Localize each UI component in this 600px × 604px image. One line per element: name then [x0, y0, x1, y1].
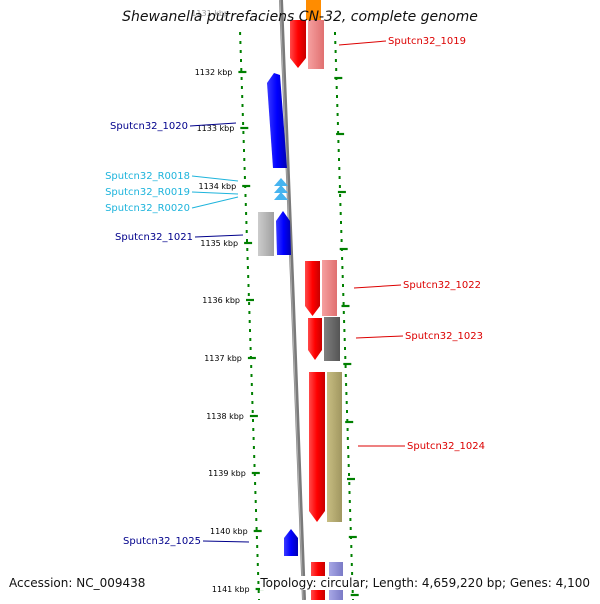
tick-label: 1135 kbp: [200, 239, 238, 248]
leader-lines: [189, 40, 405, 543]
right-gene-labels: Sputcn32_1019 Sputcn32_1022 Sputcn32_102…: [388, 36, 485, 452]
topology-text: Topology: circular; Length: 4,659,220 bp…: [260, 576, 590, 590]
cds-sputcn32-1025[interactable]: [284, 529, 298, 556]
tick-label: 1132 kbp: [195, 68, 233, 77]
tick-label: 1134 kbp: [198, 182, 236, 191]
label-sputcn32-1022[interactable]: Sputcn32_1022: [403, 280, 481, 291]
rna-sputcn32-r0020[interactable]: [274, 192, 288, 200]
label-sputcn32-1020[interactable]: Sputcn32_1020: [110, 121, 188, 132]
cds-sputcn32-1023[interactable]: [308, 318, 322, 360]
label-sputcn32-1024[interactable]: Sputcn32_1024: [407, 441, 485, 452]
tick-label: 1137 kbp: [204, 354, 242, 363]
label-sputcn32-1025[interactable]: Sputcn32_1025: [123, 536, 201, 547]
cds-sputcn32-1024[interactable]: [309, 372, 325, 522]
cog-block-1019: [308, 20, 324, 69]
guide-ring-inner: [239, 32, 260, 602]
cds-sputcn32-1019[interactable]: [290, 20, 306, 68]
accession-text: Accession: NC_009438: [9, 576, 146, 590]
tick-label: 1133 kbp: [197, 124, 235, 133]
label-sputcn32-1021[interactable]: Sputcn32_1021: [115, 232, 193, 243]
map-title: Shewanella putrefaciens CN-32, complete …: [122, 9, 478, 25]
cds-sputcn32-1020[interactable]: [267, 73, 287, 168]
cog-block-1024: [327, 372, 342, 522]
label-sputcn32-1019[interactable]: Sputcn32_1019: [388, 36, 466, 47]
rna-sputcn32-r0018[interactable]: [274, 178, 288, 186]
tick-axis: 1132 kbp 1133 kbp 1134 kbp 1135 kbp 1136 kbp…: [195, 68, 359, 597]
cog-track: [258, 0, 343, 600]
tick-label: 1138 kbp: [206, 412, 244, 421]
guide-ring-outer: [334, 32, 354, 602]
genome-backbone-highlight: [279, 0, 304, 601]
label-sputcn32-r0019[interactable]: Sputcn32_R0019: [105, 187, 190, 198]
cds-sputcn32-1022[interactable]: [305, 261, 320, 316]
label-sputcn32-1023[interactable]: Sputcn32_1023: [405, 331, 483, 342]
tick-label: 1139 kbp: [208, 469, 246, 478]
tick-label: 1141 kbp: [212, 585, 250, 594]
tick-label: 1140 kbp: [210, 527, 248, 536]
tick-label: 1136 kbp: [202, 296, 240, 305]
cog-block-1021: [258, 212, 274, 256]
forward-cds-track: [290, 20, 325, 600]
cog-block-1022: [322, 260, 337, 316]
cog-block-1023: [324, 317, 340, 361]
cds-sputcn32-1021[interactable]: [276, 211, 291, 255]
cog-block-1019-orange: [306, 0, 321, 20]
tick-label-top-partial: 1131 kbp: [191, 9, 229, 18]
reverse-cds-track: [267, 73, 298, 556]
genome-backbone: [279, 0, 306, 601]
left-gene-labels: Sputcn32_1020 Sputcn32_R0018 Sputcn32_R0…: [105, 121, 201, 547]
label-sputcn32-r0018[interactable]: Sputcn32_R0018: [105, 171, 190, 182]
rna-sputcn32-r0019[interactable]: [274, 185, 288, 193]
label-sputcn32-r0020[interactable]: Sputcn32_R0020: [105, 203, 190, 214]
